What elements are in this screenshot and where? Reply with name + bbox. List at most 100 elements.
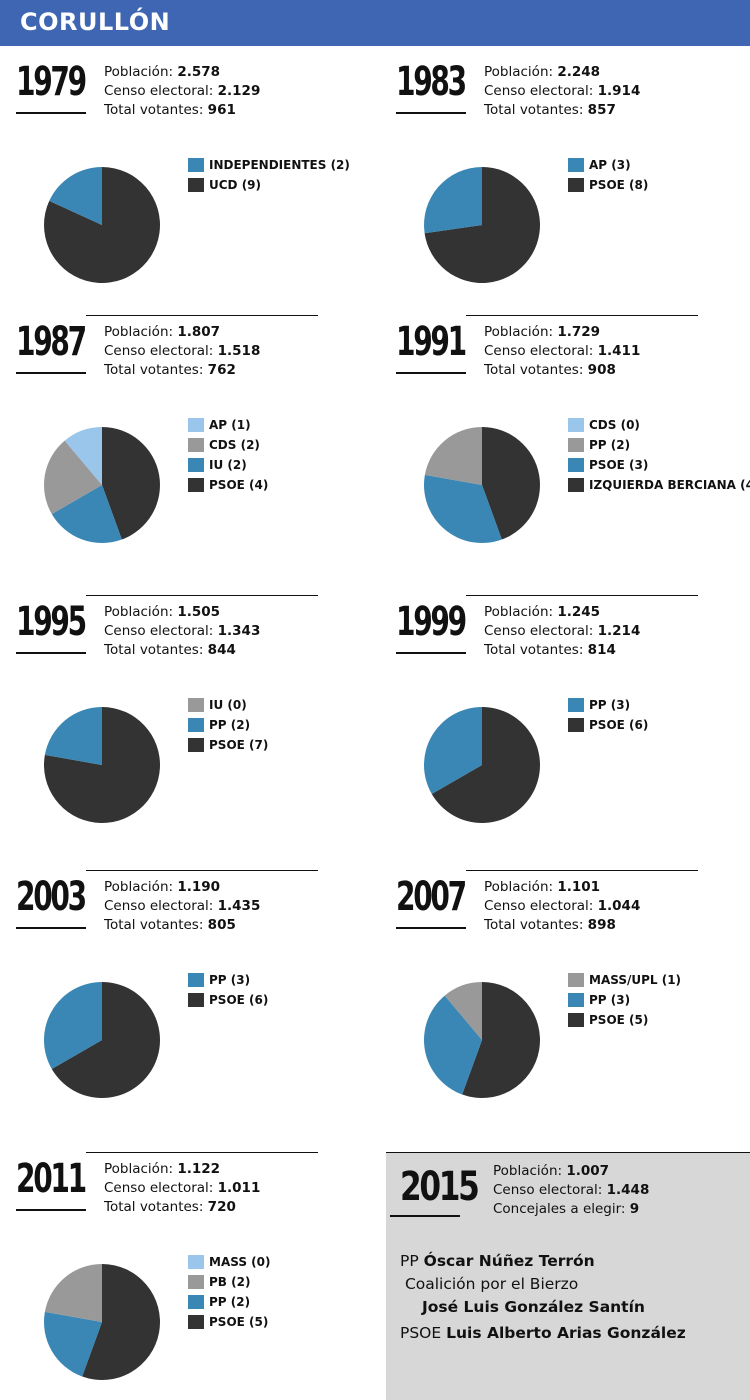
stat-label: Total votantes:: [484, 642, 584, 658]
stat-label: Población:: [484, 879, 554, 895]
stat-value: 1.101: [557, 879, 601, 895]
pie-slice: [64, 427, 102, 485]
year-underline: [390, 1215, 460, 1217]
legend-swatch: [188, 1255, 204, 1269]
panel-divider: [466, 595, 698, 596]
legend-swatch: [188, 738, 204, 752]
stat-label: Concejales a elegir:: [493, 1201, 626, 1217]
legend: AP (1) CDS (2) IU (2) PSOE (4): [188, 415, 268, 495]
pie-slice: [43, 982, 102, 1069]
legend-item: CDS (0): [568, 415, 750, 435]
stat-value: 1.505: [177, 604, 221, 620]
pie-slice: [44, 1264, 102, 1322]
legend-label: PP (2): [209, 1295, 251, 1309]
legend-item: PSOE (5): [568, 1010, 681, 1030]
panel-2015: 2015 Población: 1.007 Censo electoral: 1…: [386, 1152, 750, 1400]
stat-value: 805: [207, 917, 236, 933]
stat-label: Población:: [493, 1163, 563, 1179]
legend-swatch: [568, 698, 584, 712]
stat-value: 2.129: [217, 83, 261, 99]
legend-swatch: [568, 1013, 584, 1027]
stat-label: Total votantes:: [104, 1199, 204, 1215]
legend-swatch: [188, 478, 204, 492]
legend-label: PSOE (6): [589, 718, 649, 732]
pie-slice: [51, 485, 122, 543]
panel-stats: Población: 1.729 Censo electoral: 1.411 To…: [484, 323, 640, 380]
panel-year: 2015: [400, 1164, 480, 1210]
legend-swatch: [188, 1275, 204, 1289]
legend: CDS (0) PP (2) PSOE (3) IZQUIERDA BERCIANA …: [568, 415, 750, 495]
pie-slice: [424, 995, 482, 1095]
pie-slice: [424, 167, 541, 283]
legend-item: PSOE (8): [568, 175, 648, 195]
pie-chart: [424, 982, 541, 1098]
candidate-name: Luis Alberto Arias González: [446, 1324, 686, 1342]
legend-label: INDEPENDIENTES (2): [209, 158, 350, 172]
legend-swatch: [188, 1295, 204, 1309]
stat-value: 1.122: [177, 1161, 221, 1177]
panel-divider: [466, 315, 698, 316]
pie-slice: [482, 427, 540, 540]
legend-item: PP (2): [188, 715, 268, 735]
stat-label: Población:: [484, 324, 554, 340]
candidate-party: PP: [400, 1252, 419, 1270]
panel-divider: [86, 315, 318, 316]
pie-slice: [43, 1311, 102, 1377]
legend-item: IU (2): [188, 455, 268, 475]
legend-label: MASS (0): [209, 1255, 271, 1269]
legend-label: PP (2): [209, 718, 251, 732]
legend-item: PP (3): [568, 990, 681, 1010]
stat-value: 1.214: [597, 623, 641, 639]
legend-item: IU (0): [188, 695, 268, 715]
legend-swatch: [188, 438, 204, 452]
legend-label: AP (3): [589, 158, 631, 172]
stat-value: 1.011: [217, 1180, 261, 1196]
legend-swatch: [568, 178, 584, 192]
pie-slice: [44, 167, 161, 283]
pie-slice: [44, 440, 102, 514]
pie-chart: [423, 427, 540, 543]
stat-value: 1.914: [597, 83, 641, 99]
stat-label: Censo electoral:: [484, 343, 594, 359]
legend: IU (0) PP (2) PSOE (7): [188, 695, 268, 755]
stat-value: 1.343: [217, 623, 261, 639]
legend-label: IU (0): [209, 698, 247, 712]
stat-label: Censo electoral:: [104, 623, 214, 639]
panel-divider: [386, 1152, 750, 1153]
pie-slice: [431, 707, 540, 823]
stat-label: Censo electoral:: [104, 343, 214, 359]
legend-item: PP (3): [568, 695, 648, 715]
year-underline: [16, 1209, 86, 1211]
stat-value: 762: [207, 362, 236, 378]
legend-label: PSOE (7): [209, 738, 269, 752]
pie-slice: [49, 167, 102, 225]
legend-item: PSOE (6): [188, 990, 268, 1010]
panel-stats: Población: 1.190 Censo electoral: 1.435 To…: [104, 878, 260, 935]
stat-label: Población:: [104, 604, 174, 620]
pie-chart: [423, 707, 540, 823]
legend-swatch: [188, 973, 204, 987]
legend-label: PSOE (6): [209, 993, 269, 1007]
pie-chart: [44, 167, 161, 283]
pie-slice: [462, 982, 541, 1098]
legend-swatch: [568, 438, 584, 452]
pie-slice: [424, 427, 482, 485]
year-underline: [16, 652, 86, 654]
pie-slice: [423, 474, 502, 543]
stat-value: 908: [587, 362, 616, 378]
legend-label: IZQUIERDA BERCIANA (4): [589, 478, 750, 492]
pie-slice: [51, 982, 160, 1098]
pie-slice: [43, 707, 160, 823]
stat-value: 844: [207, 642, 236, 658]
panel-year: 1995: [16, 599, 87, 645]
legend-swatch: [188, 418, 204, 432]
legend-swatch: [188, 158, 204, 172]
legend-item: UCD (9): [188, 175, 350, 195]
panel-stats: Población: 1.122 Censo electoral: 1.011 To…: [104, 1160, 260, 1217]
year-underline: [16, 372, 86, 374]
legend-label: UCD (9): [209, 178, 262, 192]
year-underline: [396, 927, 466, 929]
stat-value: 1.448: [606, 1182, 650, 1198]
pie-chart: [43, 707, 160, 823]
stat-value: 9: [629, 1201, 640, 1217]
